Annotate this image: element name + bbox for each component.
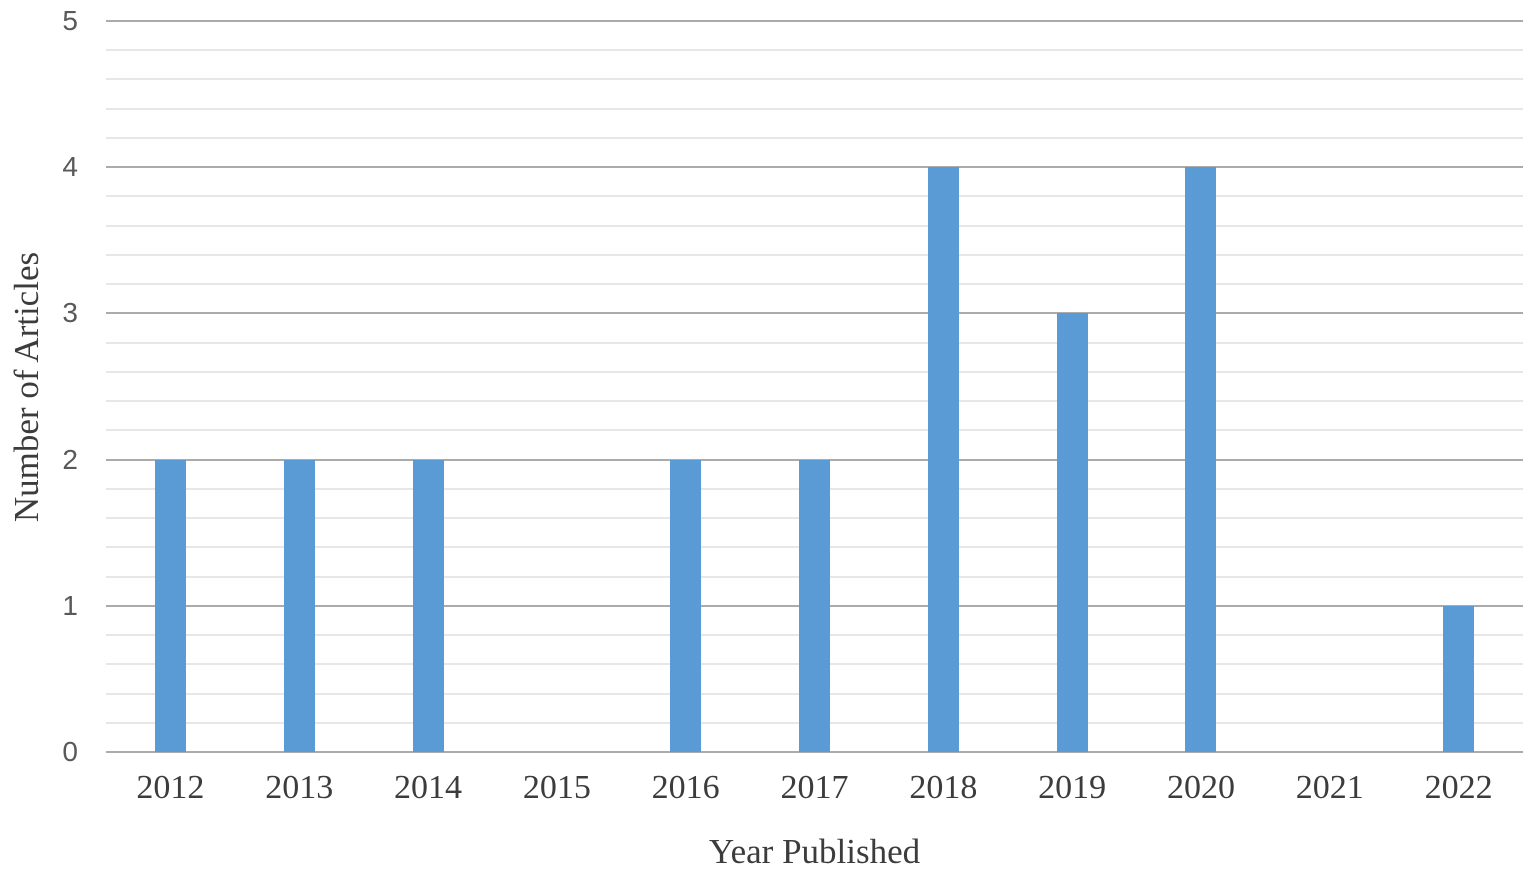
minor-gridline bbox=[106, 49, 1523, 52]
minor-gridline bbox=[106, 107, 1523, 110]
x-tick-label: 2018 bbox=[909, 769, 978, 806]
x-tick-label: 2012 bbox=[136, 769, 205, 806]
y-tick-label: 1 bbox=[62, 589, 78, 621]
bar-2012 bbox=[154, 459, 186, 752]
bar-2017 bbox=[799, 459, 830, 752]
bar-2016 bbox=[670, 459, 702, 752]
minor-gridline bbox=[106, 78, 1523, 81]
minor-gridline bbox=[106, 195, 1523, 198]
major-gridline bbox=[106, 166, 1523, 169]
y-tick-label: 2 bbox=[62, 443, 78, 475]
y-tick-label: 0 bbox=[62, 736, 78, 767]
minor-gridline bbox=[106, 429, 1523, 432]
minor-gridline bbox=[106, 370, 1523, 373]
minor-gridline bbox=[106, 136, 1523, 139]
x-axis-title: Year Published bbox=[708, 832, 921, 871]
x-tick-label: 2013 bbox=[265, 769, 334, 806]
y-axis-ticks: 0 1 2 3 4 5 bbox=[0, 5, 78, 767]
bar-2022 bbox=[1443, 605, 1475, 752]
y-tick-label: 3 bbox=[62, 297, 78, 329]
y-tick-label: 5 bbox=[62, 5, 78, 36]
minor-gridline bbox=[106, 253, 1523, 256]
bar-2013 bbox=[283, 459, 315, 752]
x-tick-label: 2019 bbox=[1038, 769, 1107, 806]
x-tick-label: 2020 bbox=[1166, 769, 1235, 806]
x-tick-label: 2014 bbox=[394, 769, 463, 806]
bar-2019 bbox=[1056, 313, 1088, 752]
y-tick-label: 4 bbox=[62, 151, 78, 183]
plot-area bbox=[106, 20, 1523, 753]
bar-2020 bbox=[1185, 167, 1217, 752]
bar-2014 bbox=[412, 459, 444, 752]
minor-gridline bbox=[106, 224, 1523, 227]
x-tick-label: 2017 bbox=[780, 769, 849, 806]
x-tick-label: 2022 bbox=[1424, 769, 1493, 806]
x-axis-ticks: 2012 2013 2014 2015 2016 2017 2018 2019 2020 2021… bbox=[106, 764, 1523, 816]
major-gridline bbox=[106, 312, 1523, 315]
minor-gridline bbox=[106, 341, 1523, 344]
bar-2018 bbox=[927, 167, 959, 752]
minor-gridline bbox=[106, 283, 1523, 286]
x-tick-label: 2015 bbox=[522, 769, 591, 806]
minor-gridline bbox=[106, 400, 1523, 403]
x-tick-label: 2021 bbox=[1295, 769, 1364, 806]
major-gridline bbox=[106, 751, 1523, 753]
major-gridline bbox=[106, 20, 1523, 22]
x-tick-label: 2016 bbox=[651, 769, 720, 806]
